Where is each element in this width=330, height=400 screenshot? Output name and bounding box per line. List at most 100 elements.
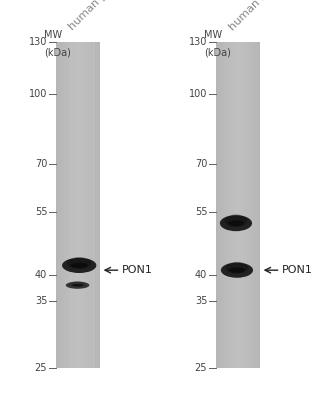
Bar [62, 42, 63, 368]
Bar [257, 42, 258, 368]
Bar [245, 42, 246, 368]
Ellipse shape [228, 220, 244, 226]
Bar [240, 42, 242, 368]
Bar [234, 42, 235, 368]
Bar [253, 42, 255, 368]
Bar [247, 42, 248, 368]
Bar [63, 42, 64, 368]
Bar [216, 42, 217, 368]
Bar [218, 42, 219, 368]
Bar [69, 42, 70, 368]
Bar [96, 42, 97, 368]
Ellipse shape [225, 214, 247, 227]
Bar [243, 42, 244, 368]
Text: 55: 55 [195, 207, 207, 217]
Bar [233, 42, 234, 368]
Bar [99, 42, 100, 368]
Text: human plasma: human plasma [67, 0, 133, 32]
Bar [242, 42, 243, 368]
Bar [91, 42, 92, 368]
Ellipse shape [72, 284, 83, 286]
Bar [59, 42, 60, 368]
Text: 130: 130 [29, 37, 47, 47]
Bar [225, 42, 226, 368]
Text: 35: 35 [35, 296, 47, 306]
Bar [90, 42, 91, 368]
Bar [64, 42, 65, 368]
Bar [98, 42, 99, 368]
Bar [223, 42, 224, 368]
Bar [224, 42, 225, 368]
Text: 40: 40 [195, 270, 207, 280]
Bar [216, 42, 259, 368]
Bar [232, 42, 233, 368]
Bar [226, 42, 227, 368]
Bar [255, 42, 256, 368]
Bar [235, 42, 236, 368]
Bar [258, 42, 259, 368]
Ellipse shape [220, 215, 252, 231]
Text: 100: 100 [189, 89, 207, 99]
Bar [72, 42, 73, 368]
Bar [239, 42, 240, 368]
Bar [259, 42, 260, 368]
Bar [244, 42, 245, 368]
Text: MW: MW [204, 30, 222, 40]
Text: 25: 25 [195, 363, 207, 373]
Bar [237, 42, 238, 368]
Bar [219, 42, 220, 368]
Bar [256, 42, 257, 368]
Bar [70, 42, 72, 368]
Text: 25: 25 [35, 363, 47, 373]
Text: (kDa): (kDa) [204, 47, 231, 57]
Ellipse shape [221, 262, 253, 278]
Bar [251, 42, 252, 368]
Text: 100: 100 [29, 89, 47, 99]
Ellipse shape [69, 281, 86, 287]
Bar [246, 42, 247, 368]
Bar [249, 42, 250, 368]
Text: (kDa): (kDa) [44, 47, 71, 57]
Bar [88, 42, 89, 368]
Bar [68, 42, 69, 368]
Bar [97, 42, 98, 368]
Bar [74, 42, 75, 368]
Text: 70: 70 [35, 160, 47, 170]
Bar [82, 42, 83, 368]
Bar [73, 42, 74, 368]
Bar [66, 42, 67, 368]
Bar [229, 42, 230, 368]
Bar [78, 42, 79, 368]
Bar [252, 42, 253, 368]
Bar [217, 42, 218, 368]
Bar [228, 42, 229, 368]
Bar [79, 42, 80, 368]
Bar [76, 42, 77, 368]
Text: 35: 35 [195, 296, 207, 306]
Text: PON1: PON1 [122, 265, 153, 275]
Ellipse shape [71, 263, 88, 268]
Bar [87, 42, 88, 368]
Text: 130: 130 [189, 37, 207, 47]
Bar [57, 42, 58, 368]
Ellipse shape [229, 268, 245, 273]
Text: 55: 55 [35, 207, 47, 217]
Bar [85, 42, 86, 368]
Bar [75, 42, 76, 368]
Bar [56, 42, 99, 368]
Text: PON1: PON1 [282, 265, 313, 275]
Ellipse shape [226, 262, 248, 274]
Bar [236, 42, 237, 368]
Bar [58, 42, 59, 368]
Bar [89, 42, 90, 368]
Bar [80, 42, 82, 368]
Bar [83, 42, 85, 368]
Bar [222, 42, 223, 368]
Bar [60, 42, 62, 368]
Text: 40: 40 [35, 270, 47, 280]
Bar [92, 42, 93, 368]
Ellipse shape [66, 282, 89, 289]
Bar [227, 42, 228, 368]
Text: MW: MW [44, 30, 62, 40]
Bar [56, 42, 57, 368]
